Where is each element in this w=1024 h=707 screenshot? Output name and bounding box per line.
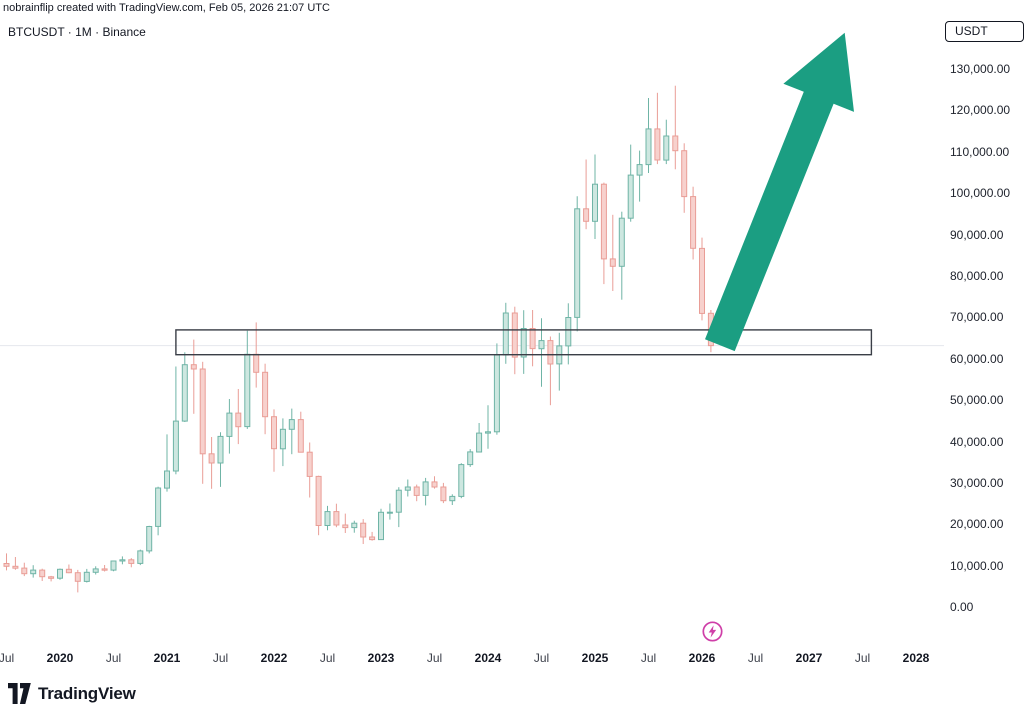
time-axis-label: Jul xyxy=(319,651,336,665)
time-axis-label: Jul xyxy=(426,651,443,665)
price-axis-label: 50,000.00 xyxy=(950,393,1004,408)
time-axis-label: 2020 xyxy=(46,651,74,665)
time-axis-label: 2027 xyxy=(795,651,823,665)
time-axis-label: 2025 xyxy=(581,651,609,665)
time-axis-label: Jul xyxy=(854,651,871,665)
price-axis-label: 70,000.00 xyxy=(950,310,1004,325)
price-axis-label: 20,000.00 xyxy=(950,517,1004,532)
price-axis-label: 100,000.00 xyxy=(950,186,1011,201)
price-axis-label: 60,000.00 xyxy=(950,351,1004,366)
time-axis-label: 2024 xyxy=(474,651,502,665)
price-axis-label: 40,000.00 xyxy=(950,434,1004,449)
price-axis-label: 120,000.00 xyxy=(950,103,1011,118)
time-axis-label: Jul xyxy=(0,651,15,665)
currency-button[interactable]: USDT xyxy=(945,21,1024,42)
time-axis-label: Jul xyxy=(747,651,764,665)
tradingview-logo[interactable]: TradingView xyxy=(8,683,136,704)
time-axis-label: 2022 xyxy=(260,651,288,665)
price-axis-label: 10,000.00 xyxy=(950,558,1004,573)
attribution-text: nobrainflip created with TradingView.com… xyxy=(3,2,330,14)
tradingview-logo-icon xyxy=(8,683,31,704)
price-axis-label: 80,000.00 xyxy=(950,268,1004,283)
support-zone-rectangle[interactable] xyxy=(175,329,873,356)
price-axis[interactable]: 130,000.00 120,000.00 110,000.00 100,000.00… xyxy=(944,0,1024,650)
time-axis[interactable]: Jul 2020 Jul 2021 Jul 2022 Jul 2023 Jul 2024 Jul 20… xyxy=(0,0,1024,680)
time-axis-label: Jul xyxy=(212,651,229,665)
price-axis-label: 130,000.00 xyxy=(950,62,1011,76)
time-axis-label: 2023 xyxy=(367,651,395,665)
price-axis-label: 110,000.00 xyxy=(950,144,1010,159)
time-axis-label: Jul xyxy=(105,651,122,665)
projection-arrow[interactable] xyxy=(705,32,854,352)
time-axis-label: Jul xyxy=(640,651,657,665)
spark-icon[interactable] xyxy=(701,620,724,643)
tradingview-logo-text: TradingView xyxy=(38,683,136,703)
price-axis-label: 90,000.00 xyxy=(950,227,1004,242)
price-axis-label: 0.00 xyxy=(950,600,974,614)
symbol-legend[interactable]: BTCUSDT · 1M · Binance xyxy=(8,25,146,39)
time-axis-label: 2028 xyxy=(902,651,930,665)
price-axis-label: 30,000.00 xyxy=(950,475,1004,490)
time-axis-label: Jul xyxy=(533,651,550,665)
time-axis-label: 2021 xyxy=(153,651,181,665)
time-axis-label: 2026 xyxy=(688,651,716,665)
